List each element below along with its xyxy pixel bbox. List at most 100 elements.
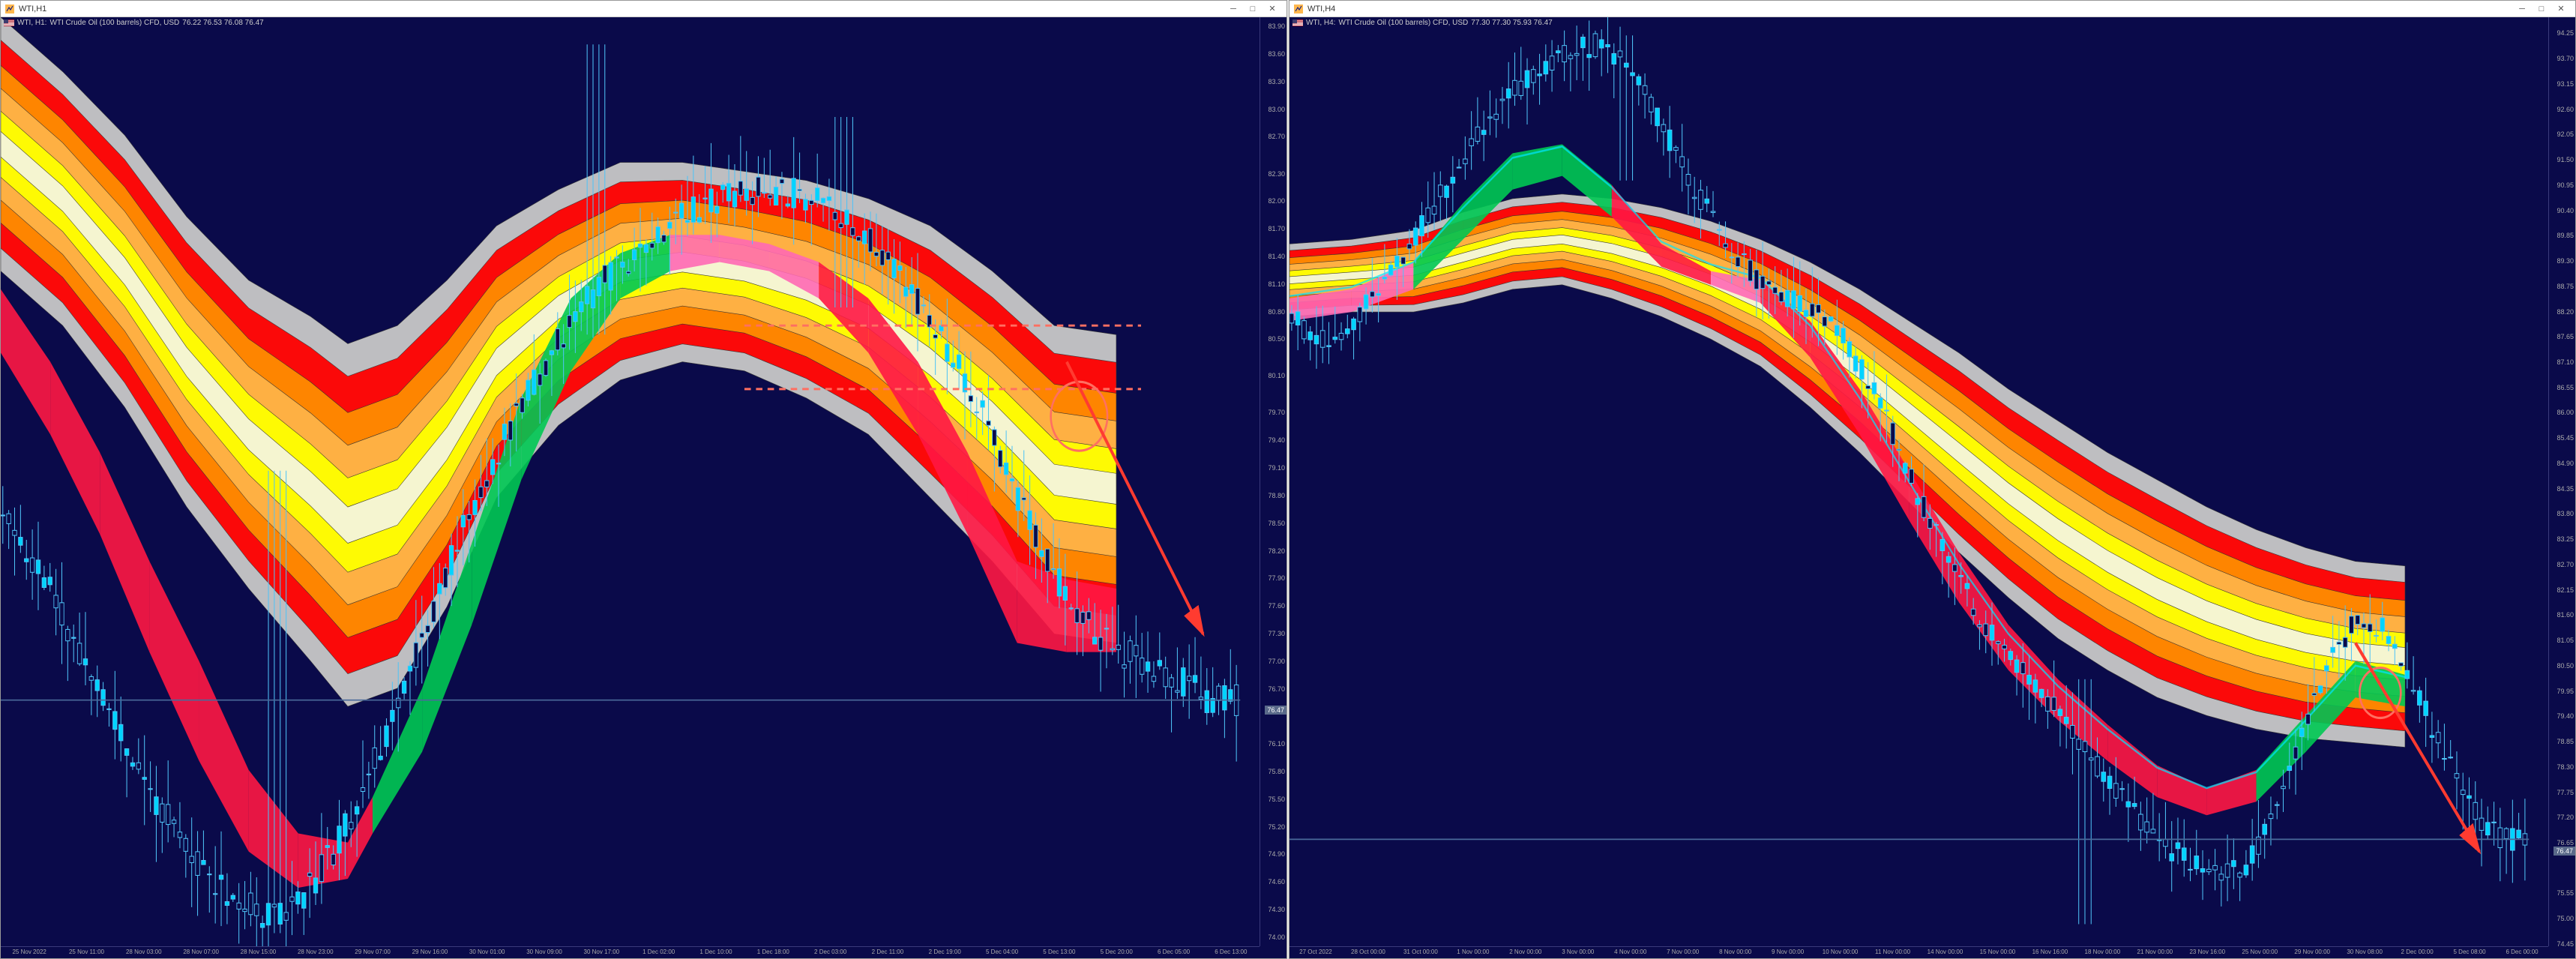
- y-tick: 74.45: [2557, 940, 2574, 948]
- x-tick: 2 Dec 19:00: [929, 949, 961, 955]
- y-tick: 78.20: [1268, 547, 1285, 555]
- y-tick: 82.70: [1268, 133, 1285, 140]
- titlebar-right[interactable]: WTI,H4 ─ □ ✕: [1289, 1, 2575, 17]
- y-tick: 77.60: [1268, 602, 1285, 610]
- x-tick: 11 Nov 00:00: [1875, 949, 1910, 955]
- y-tick: 79.95: [2557, 688, 2574, 695]
- x-tick: 25 Nov 00:00: [2242, 949, 2278, 955]
- x-tick: 30 Nov 01:00: [469, 949, 505, 955]
- y-tick: 78.50: [1268, 520, 1285, 527]
- y-tick: 90.95: [2557, 181, 2574, 189]
- chart-right[interactable]: WTI, H4: WTI Crude Oil (100 barrels) CFD…: [1289, 17, 2575, 958]
- y-tick: 80.80: [1268, 308, 1285, 316]
- y-tick: 75.80: [1268, 768, 1285, 775]
- y-tick: 79.10: [1268, 464, 1285, 472]
- y-tick: 80.50: [1268, 335, 1285, 343]
- y-tick: 92.60: [2557, 106, 2574, 113]
- x-tick: 6 Dec 05:00: [1158, 949, 1190, 955]
- x-tick: 27 Oct 2022: [1299, 949, 1332, 955]
- x-tick: 28 Nov 23:00: [298, 949, 334, 955]
- maximize-button[interactable]: □: [2532, 2, 2551, 16]
- x-tick: 16 Nov 16:00: [2032, 949, 2068, 955]
- y-axis-left: 83.9083.6083.3083.0082.7082.3082.0081.70…: [1260, 17, 1287, 946]
- minimize-button[interactable]: ─: [2512, 2, 2532, 16]
- y-tick: 76.65: [2557, 839, 2574, 847]
- x-tick: 28 Nov 03:00: [126, 949, 162, 955]
- y-tick: 74.30: [1268, 906, 1285, 913]
- y-tick: 93.15: [2557, 80, 2574, 88]
- x-tick: 1 Dec 02:00: [643, 949, 675, 955]
- minimize-button[interactable]: ─: [1224, 2, 1243, 16]
- x-tick: 25 Nov 2022: [12, 949, 46, 955]
- y-tick: 82.70: [2557, 561, 2574, 568]
- window-title-right: WTI,H4: [1307, 4, 1335, 13]
- y-tick: 77.90: [1268, 574, 1285, 582]
- app-icon: [5, 4, 14, 13]
- y-tick: 80.10: [1268, 372, 1285, 379]
- symbol-desc: WTI Crude Oil (100 barrels) CFD, USD: [1338, 19, 1468, 27]
- y-tick: 90.40: [2557, 207, 2574, 214]
- window-left: WTI,H1 ─ □ ✕ WTI, H1: WTI Crude Oil (100…: [0, 0, 1287, 959]
- y-tick: 94.25: [2557, 29, 2574, 37]
- x-tick: 2 Dec 11:00: [872, 949, 904, 955]
- us-flag-icon: [4, 19, 14, 26]
- y-tick: 79.70: [1268, 409, 1285, 416]
- close-button[interactable]: ✕: [1263, 2, 1282, 16]
- x-tick: 30 Nov 09:00: [526, 949, 562, 955]
- x-tick: 8 Nov 00:00: [1719, 949, 1751, 955]
- y-tick: 84.35: [2557, 485, 2574, 493]
- chart-info-right: WTI, H4: WTI Crude Oil (100 barrels) CFD…: [1292, 19, 1553, 27]
- y-tick: 77.30: [1268, 630, 1285, 637]
- y-tick: 75.20: [1268, 823, 1285, 831]
- y-tick: 85.45: [2557, 434, 2574, 442]
- x-tick: 5 Dec 13:00: [1043, 949, 1075, 955]
- maximize-button[interactable]: □: [1243, 2, 1263, 16]
- x-tick: 2 Dec 00:00: [2401, 949, 2434, 955]
- y-tick: 86.00: [2557, 409, 2574, 416]
- y-tick: 84.90: [2557, 460, 2574, 467]
- x-tick: 5 Dec 08:00: [2453, 949, 2485, 955]
- titlebar-left[interactable]: WTI,H1 ─ □ ✕: [1, 1, 1287, 17]
- chart-canvas-right: [1289, 17, 2575, 958]
- y-tick: 88.20: [2557, 308, 2574, 316]
- y-tick: 75.55: [2557, 889, 2574, 897]
- x-tick: 28 Nov 07:00: [183, 949, 219, 955]
- price-badge: 76.47: [1265, 706, 1287, 715]
- y-tick: 83.80: [2557, 510, 2574, 517]
- y-tick: 91.50: [2557, 156, 2574, 163]
- y-tick: 89.85: [2557, 232, 2574, 239]
- chart-left[interactable]: WTI, H1: WTI Crude Oil (100 barrels) CFD…: [1, 17, 1287, 958]
- ohlc-prices: 77.30 77.30 75.93 76.47: [1471, 19, 1552, 27]
- x-tick: 29 Nov 16:00: [412, 949, 448, 955]
- y-tick: 78.30: [2557, 763, 2574, 771]
- x-tick: 31 Oct 00:00: [1403, 949, 1438, 955]
- close-button[interactable]: ✕: [2551, 2, 2571, 16]
- x-tick: 10 Nov 00:00: [1823, 949, 1859, 955]
- x-tick: 1 Nov 00:00: [1457, 949, 1489, 955]
- x-tick: 30 Nov 08:00: [2347, 949, 2383, 955]
- symbol-label: WTI, H1:: [17, 19, 46, 27]
- x-tick: 29 Nov 00:00: [2294, 949, 2330, 955]
- x-tick: 30 Nov 17:00: [584, 949, 620, 955]
- x-tick: 2 Dec 03:00: [814, 949, 846, 955]
- x-tick: 23 Nov 16:00: [2189, 949, 2225, 955]
- x-tick: 1 Dec 18:00: [757, 949, 789, 955]
- x-tick: 29 Nov 07:00: [355, 949, 391, 955]
- y-tick: 83.00: [1268, 106, 1285, 113]
- window-right: WTI,H4 ─ □ ✕ WTI, H4: WTI Crude Oil (100…: [1289, 0, 2576, 959]
- symbol-desc: WTI Crude Oil (100 barrels) CFD, USD: [49, 19, 179, 27]
- x-tick: 6 Dec 00:00: [2506, 949, 2538, 955]
- x-tick: 18 Nov 00:00: [2085, 949, 2121, 955]
- y-tick: 93.70: [2557, 55, 2574, 62]
- x-tick: 4 Nov 00:00: [1614, 949, 1646, 955]
- x-tick: 2 Nov 00:00: [1509, 949, 1541, 955]
- y-tick: 82.15: [2557, 586, 2574, 594]
- y-tick: 78.85: [2557, 738, 2574, 745]
- x-tick: 21 Nov 00:00: [2137, 949, 2173, 955]
- y-tick: 82.30: [1268, 170, 1285, 178]
- x-tick: 1 Dec 10:00: [699, 949, 732, 955]
- y-tick: 77.75: [2557, 789, 2574, 796]
- x-tick: 9 Nov 00:00: [1772, 949, 1804, 955]
- y-tick: 74.00: [1268, 934, 1285, 941]
- y-tick: 79.40: [1268, 436, 1285, 444]
